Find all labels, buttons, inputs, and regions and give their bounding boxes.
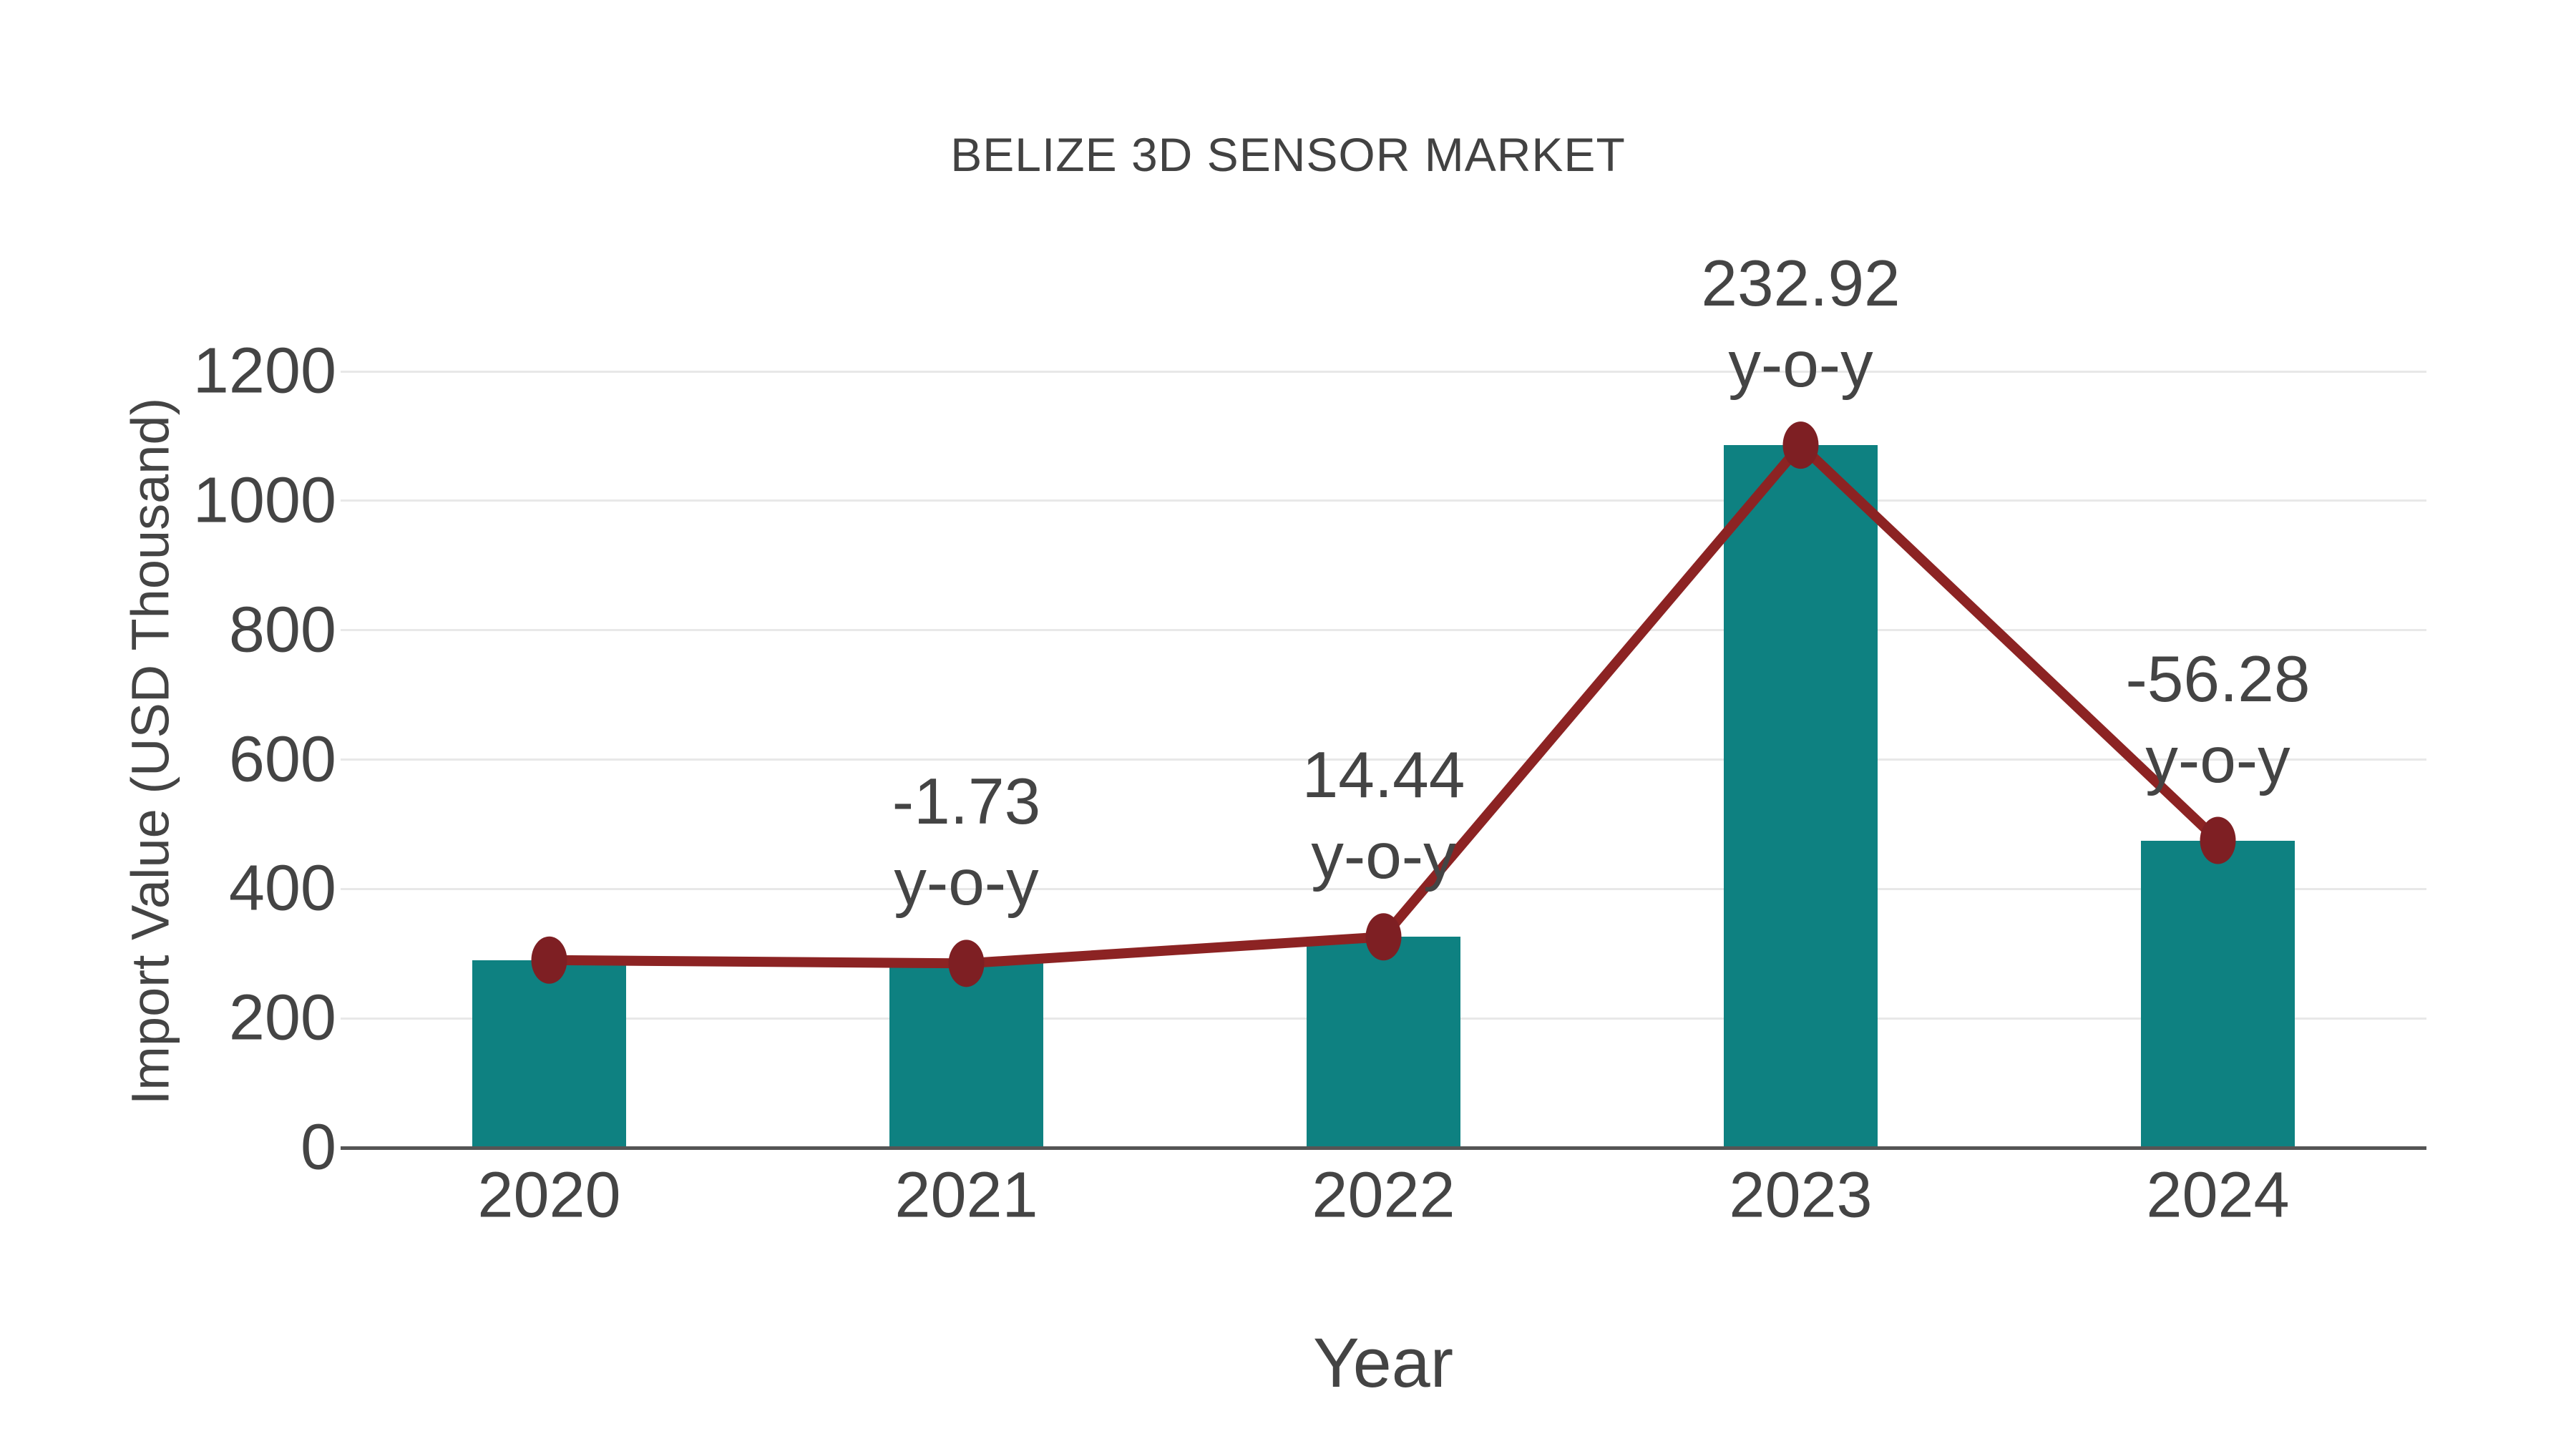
- gridline: [341, 758, 2426, 761]
- x-tick-label-2020: 2020: [477, 1159, 621, 1231]
- data-point-marker-2023: [1782, 421, 1819, 469]
- x-tick-label-2021: 2021: [894, 1159, 1038, 1231]
- x-tick-label-2024: 2024: [2146, 1159, 2290, 1231]
- y-tick-label: 800: [228, 594, 336, 666]
- y-tick-label: 400: [228, 852, 336, 924]
- gridline: [341, 629, 2426, 632]
- annotation-unit-2021: y-o-y: [894, 847, 1039, 919]
- annotation-value-2024: -56.28: [2125, 643, 2311, 716]
- bar-2024: [2141, 840, 2295, 1148]
- gridline: [341, 887, 2426, 890]
- annotation-unit-2024: y-o-y: [2145, 723, 2290, 796]
- data-point-marker-2021: [948, 940, 985, 987]
- annotation-value-2021: -1.73: [892, 766, 1041, 839]
- x-axis-line: [341, 1146, 2426, 1150]
- annotation-unit-2023: y-o-y: [1728, 328, 1873, 401]
- y-tick-label: 200: [228, 982, 336, 1054]
- annotation-value-2023: 232.92: [1701, 248, 1901, 321]
- x-tick-label-2022: 2022: [1312, 1159, 1455, 1231]
- y-tick-label: 1200: [192, 335, 336, 407]
- bar-2022: [1307, 937, 1460, 1148]
- bar-2023: [1724, 445, 1878, 1148]
- x-axis-title: Year: [1313, 1324, 1453, 1402]
- data-point-marker-2024: [2200, 816, 2236, 864]
- annotation-unit-2022: y-o-y: [1311, 820, 1456, 893]
- data-point-marker-2022: [1365, 913, 1402, 961]
- bar-2021: [889, 963, 1043, 1148]
- annotation-value-2022: 14.44: [1302, 739, 1465, 812]
- y-tick-label: 1000: [192, 464, 336, 537]
- x-tick-label-2023: 2023: [1729, 1159, 1873, 1231]
- y-tick-label: 600: [228, 723, 336, 795]
- bar-2020: [472, 960, 626, 1148]
- gridline: [341, 499, 2426, 502]
- chart-title: BELIZE 3D SENSOR MARKET: [950, 128, 1626, 181]
- gridline: [341, 370, 2426, 373]
- data-point-marker-2020: [531, 936, 567, 984]
- y-tick-label: 0: [300, 1111, 336, 1184]
